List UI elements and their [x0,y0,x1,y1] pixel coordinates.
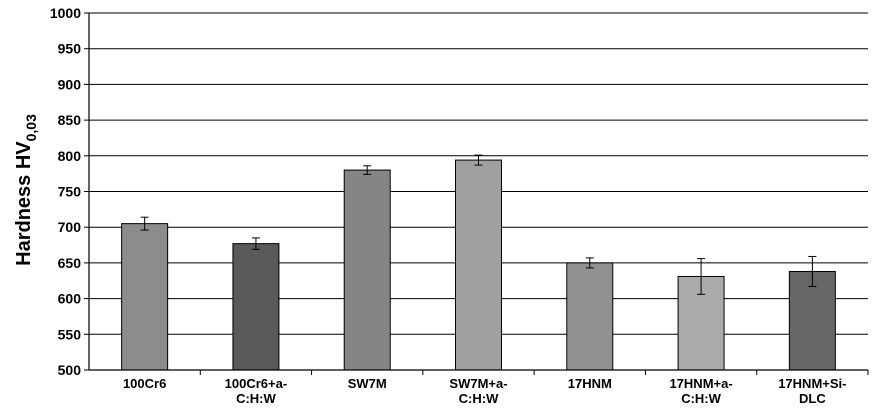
y-tick-label: 1000 [50,5,81,21]
y-tick-label: 800 [58,148,82,164]
x-category-labels: 100Cr6 100Cr6+a-C:H:W SW7M SW7M+a-C:H:W 17HN… [123,376,847,406]
axes [84,12,869,375]
y-tick-label: 500 [58,362,82,378]
x-category-label: 17HNM+Si-DLC [778,376,846,406]
error-bars [140,154,817,295]
bar [121,223,169,371]
bar [232,243,280,371]
y-tick-label: 850 [58,112,82,128]
x-category-label: SW7M+a-C:H:W [449,376,507,406]
bar [566,262,614,371]
bar [455,159,502,371]
x-category-label: 17HNM+a-C:H:W [669,376,732,406]
y-tick-label: 750 [58,184,82,200]
bar [788,270,836,371]
y-tick-label: 700 [58,219,82,235]
y-axis-label: Hardness HV0,03 [13,114,39,266]
x-category-label: 100Cr6+a-C:H:W [225,376,288,406]
x-category-label: 100Cr6 [123,376,166,391]
y-tick-labels: 500 550 600 650 700 750 800 850 900 950 1000 [50,5,81,378]
y-tick-label: 550 [58,326,82,342]
bar [343,169,391,371]
y-tick-label: 900 [58,76,82,92]
y-tick-label: 650 [58,255,82,271]
y-tick-label: 600 [58,291,82,307]
x-category-label: 17HNM [568,376,612,391]
x-category-label: SW7M [348,376,387,391]
y-tick-label: 950 [58,41,82,57]
